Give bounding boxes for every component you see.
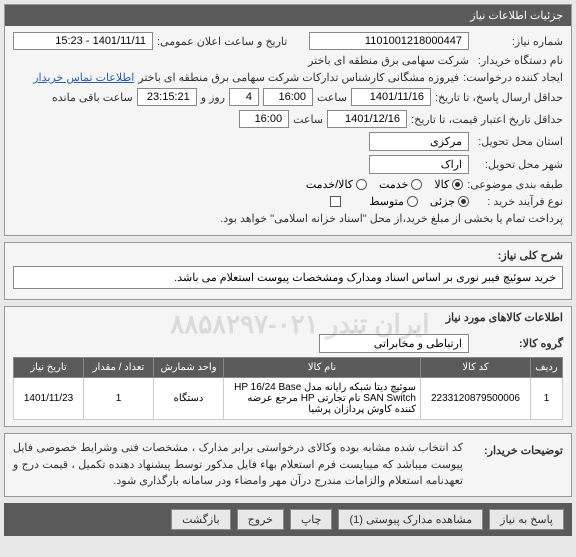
items-table: ردیف کد کالا نام کالا واحد شمارش تعداد /… [13,357,563,420]
province-value: مرکزی [369,132,469,151]
class-radio-group: کالا خدمت کالا/خدمت [306,178,463,191]
col-unit: واحد شمارش [154,358,224,378]
panel-body: شماره نیاز: 1101001218000447 تاریخ و ساع… [5,26,571,235]
radio-icon [356,179,367,190]
payment-note: پرداخت تمام یا بخشی از مبلغ خرید،از محل … [220,212,563,225]
province-label: استان محل تحویل: [473,135,563,148]
class-both-label: کالا/خدمت [306,178,353,191]
buyer-org-value: شرکت سهامی برق منطقه ای باختر [308,54,469,67]
process-partial-label: جزئی [430,195,455,208]
table-row: 1 2233120879500006 سوئیچ دیتا شبکه رایان… [14,378,563,420]
radio-icon [458,196,469,207]
validity-date: 1401/12/16 [327,110,407,128]
process-label: نوع فرآیند خرید : [473,195,563,208]
footer-bar: پاسخ به نیاز مشاهده مدارک پیوستی (1) چاپ… [4,503,572,536]
col-row: ردیف [531,358,563,378]
class-label: طبقه بندی موضوعی: [467,178,563,191]
general-desc-panel: شرح کلی نیاز: خرید سوئیچ فیبر نوری بر اس… [4,242,572,300]
deadline-time: 16:00 [263,88,313,106]
buyer-notes-panel: توضیحات خریدار: کد انتخاب شده مشابه بوده… [4,433,572,497]
remain-time: 23:15:21 [137,88,197,106]
contact-link[interactable]: اطلاعات تماس خریدار [33,71,134,84]
process-medium-radio[interactable]: متوسط [369,195,418,208]
need-number-label: شماره نیاز: [473,35,563,48]
validity-time: 16:00 [239,110,289,128]
deadline-time-label: ساعت [317,91,347,104]
deadline-label: حداقل ارسال پاسخ، تا تاریخ: [435,91,563,104]
class-goods-radio[interactable]: کالا [434,178,463,191]
validity-label: حداقل تاریخ اعتبار قیمت، تا تاریخ: [411,113,563,126]
radio-icon [411,179,422,190]
general-desc-text: خرید سوئیچ فیبر نوری بر اساس اسناد ومدار… [13,266,563,289]
back-button[interactable]: بازگشت [171,509,231,530]
validity-time-label: ساعت [293,113,323,126]
reply-button[interactable]: پاسخ به نیاز [489,509,564,530]
class-service-radio[interactable]: خدمت [379,178,422,191]
city-value: اراک [369,155,469,174]
announce-label: تاریخ و ساعت اعلان عمومی: [157,35,287,48]
deadline-date: 1401/11/16 [351,88,431,106]
process-partial-radio[interactable]: جزئی [430,195,469,208]
close-button[interactable]: خروج [237,509,284,530]
cell-date: 1401/11/23 [14,378,84,420]
process-medium-label: متوسط [369,195,404,208]
details-panel: جزئیات اطلاعات نیاز شماره نیاز: 11010012… [4,4,572,236]
group-value: ارتباطی و مخابراتی [319,334,469,353]
requester-label: ایجاد کننده درخواست: [463,71,563,84]
buyer-notes-label: توضیحات خریدار: [473,440,563,457]
radio-icon [452,179,463,190]
class-service-label: خدمت [379,178,408,191]
announce-value: 1401/11/11 - 15:23 [13,32,153,50]
cell-name: سوئیچ دیتا شبکه رایانه مدل HP 16/24 Base… [224,378,421,420]
class-goods-label: کالا [434,178,449,191]
col-name: نام کالا [224,358,421,378]
panel-title: جزئیات اطلاعات نیاز [5,5,571,26]
city-label: شهر محل تحویل: [473,158,563,171]
general-desc-label: شرح کلی نیاز: [473,249,563,262]
docs-button[interactable]: مشاهده مدارک پیوستی (1) [338,509,483,530]
cell-idx: 1 [531,378,563,420]
print-button[interactable]: چاپ [290,509,333,530]
col-code: کد کالا [421,358,531,378]
cell-code: 2233120879500006 [421,378,531,420]
payment-checkbox[interactable] [330,196,341,207]
requester-value: فیروزه مشگانی کارشناس تدارکات شرکت سهامی… [138,71,459,84]
days-value: 4 [229,88,259,106]
group-label: گروه کالا: [473,337,563,350]
items-panel: ایران تندر ۰۲۱-۸۸۵۸۲۹۷ اطلاعات کالاهای م… [4,306,572,427]
cell-unit: دستگاه [154,378,224,420]
col-date: تاریخ نیاز [14,358,84,378]
buyer-org-label: نام دستگاه خریدار: [473,54,563,67]
items-section-title: اطلاعات کالاهای مورد نیاز [5,307,571,328]
need-number-value: 1101001218000447 [309,32,469,50]
buyer-notes-text: کد انتخاب شده مشابه بوده وکالای درخواستی… [13,440,463,490]
cell-qty: 1 [84,378,154,420]
process-radio-group: جزئی متوسط [369,195,469,208]
remain-label: ساعت باقی مانده [52,91,133,104]
radio-icon [407,196,418,207]
items-header-row: ردیف کد کالا نام کالا واحد شمارش تعداد /… [14,358,563,378]
col-qty: تعداد / مقدار [84,358,154,378]
days-label: روز و [201,91,225,104]
class-both-radio[interactable]: کالا/خدمت [306,178,367,191]
